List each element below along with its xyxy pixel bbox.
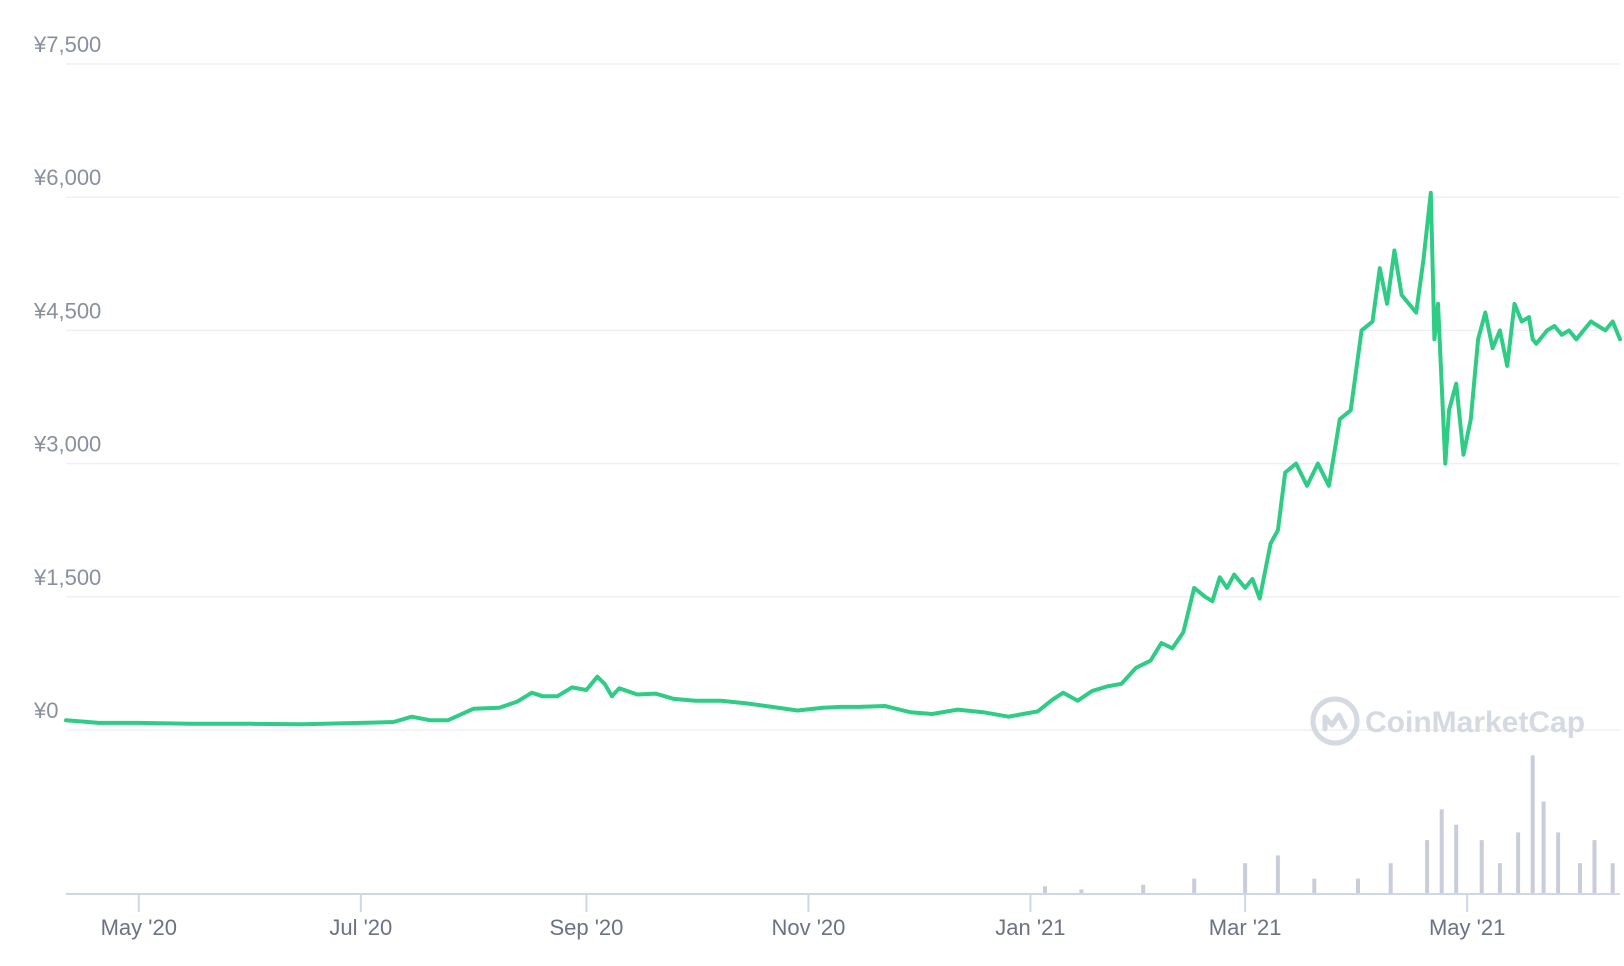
y-tick-label: ¥6,000 bbox=[33, 165, 101, 190]
volume-bar bbox=[1388, 863, 1393, 894]
y-tick-label: ¥4,500 bbox=[33, 298, 101, 323]
volume-bar bbox=[1275, 855, 1280, 894]
volume-bar bbox=[1497, 863, 1502, 894]
price-line-layer bbox=[64, 190, 1622, 727]
volume-bar bbox=[1079, 889, 1084, 894]
volume-bar bbox=[1479, 840, 1484, 894]
x-tick-label: Jan '21 bbox=[995, 915, 1065, 940]
volume-bar bbox=[1243, 863, 1248, 894]
volume-bar bbox=[1312, 878, 1317, 894]
grid-lines bbox=[66, 63, 1620, 731]
x-tick-label: Nov '20 bbox=[771, 915, 845, 940]
x-tick-label: May '21 bbox=[1429, 915, 1505, 940]
x-axis-ticks: May '20 Jul '20 Sep '20 Nov '20 Jan '21 Mar '… bbox=[101, 894, 1505, 940]
x-tick-label: Jul '20 bbox=[329, 915, 392, 940]
volume-bar bbox=[1556, 832, 1561, 894]
volume-bar bbox=[1356, 878, 1360, 894]
coinmarketcap-logo-icon bbox=[1310, 696, 1360, 746]
x-tick-label: May '20 bbox=[101, 915, 177, 940]
y-tick-label: ¥3,000 bbox=[33, 432, 101, 457]
price-series-line bbox=[64, 190, 1622, 727]
y-tick-label: ¥0 bbox=[33, 698, 58, 723]
x-tick-label: Sep '20 bbox=[549, 915, 623, 940]
volume-bar bbox=[1610, 863, 1615, 894]
x-tick-label: Mar '21 bbox=[1209, 915, 1282, 940]
y-tick-label: ¥1,500 bbox=[33, 565, 101, 590]
volume-bar bbox=[1192, 878, 1197, 894]
volume-bar bbox=[1592, 840, 1597, 894]
volume-bar bbox=[1141, 884, 1146, 894]
volume-bar bbox=[1516, 832, 1521, 894]
volume-bar bbox=[1530, 755, 1535, 894]
brand-watermark: CoinMarketCap bbox=[1310, 696, 1585, 746]
volume-bar bbox=[1425, 840, 1430, 894]
brand-name: CoinMarketCap bbox=[1365, 706, 1585, 739]
volume-bar bbox=[1439, 809, 1444, 894]
volume-bar bbox=[1578, 863, 1582, 894]
y-tick-label: ¥7,500 bbox=[33, 32, 101, 57]
volume-bar bbox=[1541, 801, 1546, 894]
volume-bars bbox=[1043, 755, 1615, 894]
y-axis-ticks: ¥0 ¥1,500 ¥3,000 ¥4,500 ¥6,000 ¥7,500 bbox=[33, 32, 101, 723]
volume-bar bbox=[1043, 886, 1047, 894]
volume-bar bbox=[1454, 824, 1459, 894]
